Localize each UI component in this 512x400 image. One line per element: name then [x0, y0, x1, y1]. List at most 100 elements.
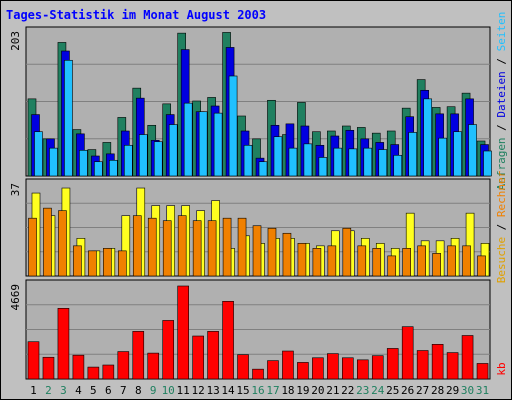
day-label: 22 [341, 384, 354, 397]
day-label: 17 [266, 384, 279, 397]
bar-seiten [153, 141, 163, 177]
bar-kb [297, 362, 309, 380]
bar-seiten [124, 144, 133, 177]
bar-kb [72, 354, 85, 380]
bar-kb [42, 356, 55, 380]
bar-kb [87, 366, 100, 380]
bar-seiten [333, 147, 343, 177]
bar-rechner [177, 215, 187, 277]
bar-seiten [378, 149, 388, 177]
bar-kb [192, 335, 204, 380]
bar-rechner [432, 253, 441, 277]
day-label: 16 [251, 384, 264, 397]
bar-seiten [423, 98, 432, 177]
bar-rechner [342, 227, 352, 277]
bar-kb [207, 331, 219, 380]
bar-kb [356, 359, 369, 380]
bar-rechner [417, 245, 426, 277]
bar-rechner [402, 248, 411, 277]
bar-kb [446, 352, 459, 380]
bar-seiten [288, 147, 298, 177]
day-label: 20 [311, 384, 324, 397]
legend-top: Anfragen / Dateien / Seiten [495, 12, 508, 191]
bar-seiten [138, 134, 148, 177]
day-label: 29 [446, 384, 459, 397]
bar-seiten [79, 149, 88, 177]
y-max-label: 4669 [9, 284, 22, 311]
bar-seiten [273, 136, 283, 177]
legend-entry: Seiten [495, 12, 508, 52]
day-label: 7 [120, 384, 127, 397]
bar-rechner [462, 245, 471, 277]
day-label: 26 [401, 384, 414, 397]
bar-kb [177, 285, 189, 380]
bar-kb [102, 364, 115, 380]
bar-rechner [282, 232, 292, 277]
y-max-label: 37 [9, 183, 22, 196]
bar-seiten [198, 111, 208, 177]
bar-kb [267, 360, 279, 380]
legend-entry: Rechner [495, 170, 508, 217]
day-label: 11 [177, 384, 190, 397]
day-label: 15 [236, 384, 249, 397]
bar-rechner [267, 227, 277, 277]
day-label: 10 [162, 384, 175, 397]
day-label: 2 [45, 384, 52, 397]
bar-rechner [372, 248, 382, 277]
bar-seiten [258, 161, 268, 177]
bar-rechner [162, 220, 172, 277]
bar-seiten [438, 137, 447, 177]
bar-rechner [477, 255, 486, 277]
bar-rechner [58, 210, 67, 277]
day-label: 25 [386, 384, 399, 397]
bar-kb [312, 357, 324, 380]
bar-seiten [49, 147, 58, 177]
day-label: 24 [371, 384, 385, 397]
day-label: 19 [296, 384, 309, 397]
legend-entry: kb [495, 362, 508, 375]
day-label: 8 [135, 384, 142, 397]
bar-seiten [213, 112, 223, 177]
y-max-label: 203 [9, 31, 22, 51]
legend-bottom: kb [495, 362, 508, 375]
bar-seiten [64, 59, 73, 177]
day-label: 21 [326, 384, 339, 397]
bar-kb [342, 357, 354, 380]
bar-seiten [109, 159, 118, 177]
bar-seiten [408, 132, 417, 177]
legend-entry: Anfragen [495, 137, 508, 190]
bar-rechner [73, 245, 82, 277]
bar-kb [132, 331, 145, 380]
day-label: 3 [60, 384, 67, 397]
bar-rechner [118, 250, 127, 277]
bar-kb [117, 351, 130, 380]
bar-kb [416, 350, 429, 380]
bar-kb [222, 300, 234, 380]
bar-kb [252, 368, 264, 380]
bar-kb [371, 355, 384, 380]
bar-kb [27, 341, 40, 380]
day-label: 14 [221, 384, 235, 397]
day-label: 13 [206, 384, 219, 397]
bar-rechner [327, 245, 337, 277]
day-label: 6 [105, 384, 112, 397]
bar-rechner [387, 255, 397, 277]
bar-rechner [88, 250, 97, 277]
day-label: 9 [150, 384, 157, 397]
bar-kb [476, 363, 489, 380]
bar-rechner [222, 217, 232, 277]
bar-kb [282, 350, 294, 380]
day-label: 5 [90, 384, 97, 397]
bar-seiten [453, 131, 462, 177]
bar-rechner [132, 215, 142, 277]
day-label: 30 [461, 384, 474, 397]
bar-rechner [252, 225, 262, 277]
day-label: 4 [75, 384, 82, 397]
bar-kb [386, 348, 399, 380]
bar-kb [147, 352, 160, 380]
legend-middle: Besuche / Rechner [495, 170, 508, 283]
bar-rechner [28, 217, 37, 277]
bar-rechner [147, 217, 157, 277]
bar-rechner [192, 220, 202, 277]
